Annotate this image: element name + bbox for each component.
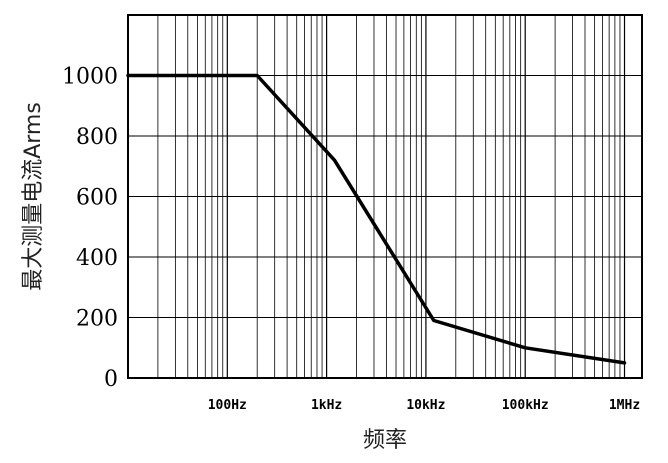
series-group [126, 73, 627, 365]
y-tick-label: 0 [104, 367, 118, 392]
x-tick-label: 1MHz [609, 398, 640, 413]
y-axis-label: 最大测量电流Arms [21, 102, 46, 291]
y-axis-ticks: 0 200 400 600 800 1000 [62, 65, 118, 393]
x-tick-label: 10kHz [406, 398, 445, 413]
y-tick-label: 800 [76, 125, 118, 150]
series-line [126, 73, 627, 365]
x-tick-label: 100kHz [502, 398, 549, 413]
y-tick-label: 1000 [62, 65, 118, 90]
x-tick-label: 1kHz [311, 398, 342, 413]
plot-frame [127, 14, 643, 379]
x-axis-label: 频率 [363, 428, 407, 453]
x-tick-label: 100Hz [208, 398, 247, 413]
grid [128, 15, 642, 378]
y-tick-label: 200 [76, 307, 118, 332]
y-tick-label: 600 [76, 186, 118, 211]
y-tick-label: 400 [76, 246, 118, 271]
x-axis-ticks: 100Hz 1kHz 10kHz 100kHz 1MHz [208, 398, 640, 413]
